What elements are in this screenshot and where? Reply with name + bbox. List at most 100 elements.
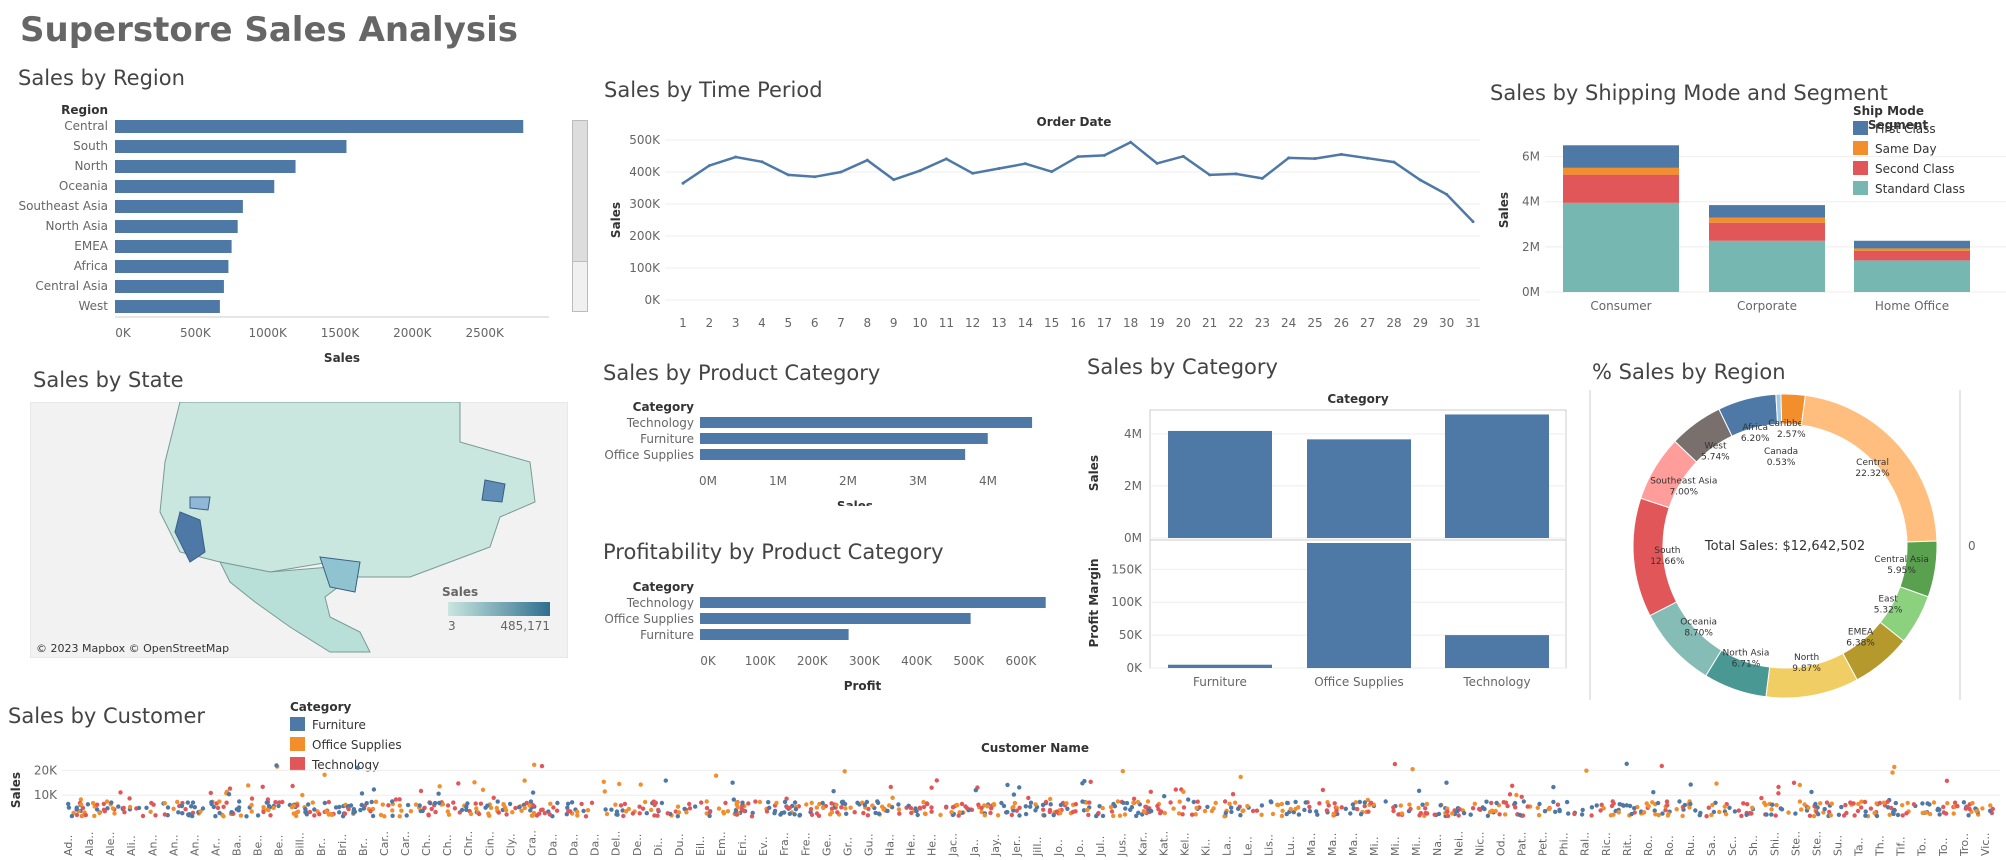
customer-point xyxy=(1348,811,1353,816)
customer-point xyxy=(532,762,537,767)
profit-x-tick: 500K xyxy=(953,654,985,668)
profit-x-axis-label: Profit xyxy=(844,679,882,693)
customer-x-tick: Ch.. xyxy=(441,834,454,856)
customer-x-tick: Kat.. xyxy=(1157,831,1170,856)
profit-x-tick: 100K xyxy=(745,654,777,668)
customer-point xyxy=(494,805,499,811)
customer-point xyxy=(890,795,895,800)
customer-x-tick: Jo.. xyxy=(1073,839,1086,857)
customer-scatter-chart[interactable]: Customer Name Sales 10K 20K Ad.. Ala.. Ale.. Al… xyxy=(0,738,2006,860)
pct-slice-value: 2.57% xyxy=(1777,430,1806,440)
customer-point xyxy=(1868,806,1874,811)
category-dual-bar-chart[interactable]: Category Sales Profit Margin 0M 2M 4M 0K 50K 100… xyxy=(1080,388,1570,696)
customer-x-tick: Ste.. xyxy=(1810,831,1823,856)
customer-point xyxy=(1065,806,1070,811)
customer-x-tick: Nic.. xyxy=(1473,832,1486,856)
customer-point xyxy=(290,783,295,789)
product-category-bar-chart[interactable]: Category Technology Furniture Office Suppli… xyxy=(600,396,1050,506)
customer-point xyxy=(1131,800,1136,805)
profitability-bar-chart[interactable]: Category Technology Office Supplies Furnitu… xyxy=(600,576,1050,696)
customer-x-tick: Ad.. xyxy=(62,835,75,856)
customer-point xyxy=(386,803,391,808)
customer-point xyxy=(1350,802,1356,807)
customer-point xyxy=(693,804,698,809)
customer-point xyxy=(583,814,589,819)
shipping-stacked-bar-chart[interactable]: Segment Sales 0M 2M 4M 6M Consumer Corporate Hom… xyxy=(1490,110,2006,320)
customer-point xyxy=(180,811,185,816)
customer-x-tick: Del.. xyxy=(610,831,623,856)
category-chart-title: Sales by Category xyxy=(1087,355,1278,379)
customer-point xyxy=(909,810,914,816)
customer-point xyxy=(1688,801,1693,807)
legend-same-day[interactable]: Same Day xyxy=(1853,141,1965,161)
customer-point xyxy=(1655,800,1661,806)
customer-point xyxy=(1564,799,1570,805)
customer-point xyxy=(1793,811,1798,816)
customer-point xyxy=(66,805,72,810)
customer-point xyxy=(249,809,254,814)
customer-point xyxy=(1134,813,1139,819)
customer-point xyxy=(764,809,770,814)
time-x-tick: 18 xyxy=(1123,316,1138,330)
customer-point xyxy=(1974,809,1979,814)
customer-point xyxy=(1392,761,1398,767)
legend-standard-class-label: Standard Class xyxy=(1875,182,1965,196)
customer-point xyxy=(1762,800,1767,805)
customer-point xyxy=(528,799,534,804)
time-x-tick: 23 xyxy=(1255,316,1270,330)
customer-point xyxy=(1891,811,1896,817)
customer-point xyxy=(1144,804,1149,810)
customer-point xyxy=(575,809,580,814)
customer-point xyxy=(237,799,242,804)
customer-point xyxy=(1398,803,1404,808)
legend-first-class[interactable]: First Class xyxy=(1853,121,1965,141)
time-x-tick: 15 xyxy=(1044,316,1059,330)
state-sales-map[interactable]: Sales 3 485,171 xyxy=(30,402,568,658)
customer-point xyxy=(1955,804,1960,809)
customer-point xyxy=(1033,808,1038,813)
customer-point xyxy=(92,813,97,819)
legend-technology[interactable]: Technology xyxy=(290,757,402,772)
customer-point xyxy=(273,800,278,805)
customer-point xyxy=(472,780,477,785)
customer-x-tick: Gr.. xyxy=(841,837,854,856)
pct-slice-label: Southeast Asia xyxy=(1650,476,1717,486)
pct-slice-value: 5.32% xyxy=(1874,605,1903,615)
customer-x-tick: Sa.. xyxy=(1705,835,1718,856)
customer-point xyxy=(1537,801,1542,807)
region-scrollbar[interactable] xyxy=(572,120,588,312)
time-x-tick: 19 xyxy=(1149,316,1164,330)
customer-point xyxy=(1717,809,1722,815)
customer-point xyxy=(1012,800,1018,806)
region-category-label: Southeast Asia xyxy=(18,199,108,213)
time-x-tick: 10 xyxy=(912,316,927,330)
customer-point xyxy=(1572,811,1577,817)
legend-office-supplies[interactable]: Office Supplies xyxy=(290,737,402,757)
customer-point xyxy=(1383,799,1388,804)
customer-point xyxy=(976,802,981,807)
customer-point xyxy=(188,804,194,809)
customer-point xyxy=(779,810,784,816)
legend-second-class[interactable]: Second Class xyxy=(1853,161,1965,181)
category-y-axis-label: Sales xyxy=(1087,455,1101,491)
customer-x-tick: An.. xyxy=(146,835,159,857)
legend-furniture[interactable]: Furniture xyxy=(290,717,402,737)
region-bar-chart[interactable]: Region Central South North Oceania Southeast … xyxy=(0,96,580,366)
region-x-tick: 1500K xyxy=(321,326,361,340)
customer-x-tick: Th.. xyxy=(1874,835,1887,857)
customer-point xyxy=(1438,803,1443,808)
customer-point xyxy=(312,807,317,812)
customer-point xyxy=(1513,805,1518,810)
customer-x-tick: Da.. xyxy=(568,834,581,856)
customer-point xyxy=(1186,797,1191,802)
region-donut-chart[interactable]: 00Africa6.20%Canada0.53%Caribbean2.57%Ce… xyxy=(1588,390,2006,700)
customer-x-tick: Cin.. xyxy=(483,831,496,856)
customer-x-tick: Jo.. xyxy=(1052,839,1065,857)
customer-point xyxy=(1811,814,1817,819)
legend-standard-class[interactable]: Standard Class xyxy=(1853,181,1965,201)
customer-point xyxy=(162,812,167,817)
customer-point xyxy=(881,807,886,812)
customer-x-tick: Lu.. xyxy=(1284,836,1297,856)
customer-point xyxy=(1314,809,1319,814)
